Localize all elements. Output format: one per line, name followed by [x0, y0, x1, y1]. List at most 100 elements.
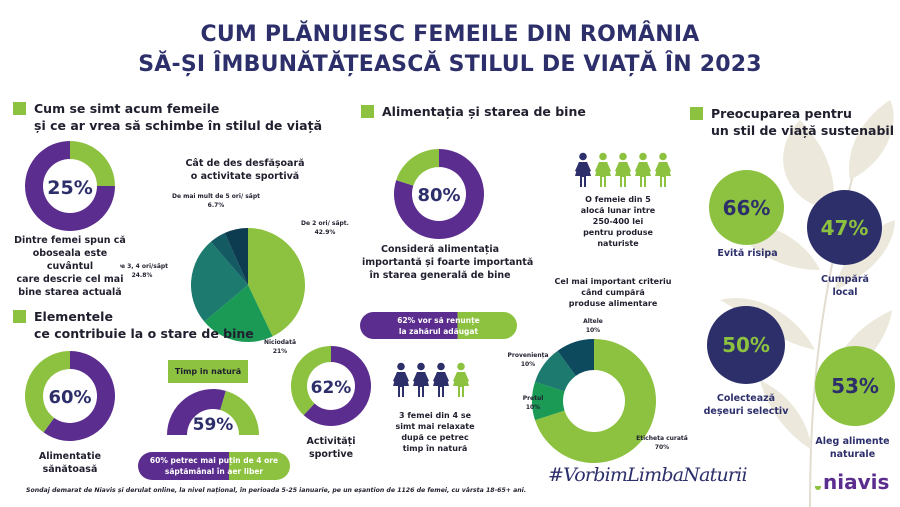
bubble-selective-waste: 50%: [707, 306, 785, 384]
pie-label: De 3, 4 ori/săpt: [120, 263, 168, 270]
donut-chart-purchase-criteria: Eticheta curată 70% Pretul 10% Proveniența 10…: [507, 318, 688, 463]
section-heading-wellbeing-elements: Elementele ce contribuie la o stare de b…: [13, 308, 254, 342]
woman-icon: [433, 362, 449, 397]
donut-chart-sport-activities: 62%: [291, 346, 371, 426]
title-line-2: SĂ-ȘI ÎMBUNĂTĂȚEASCĂ STILUL DE VIAȚĂ ÎN …: [138, 52, 762, 77]
caption-line: Alimentatie: [38, 451, 102, 462]
pie-slice: [224, 228, 248, 285]
women-icons-relaxed: [392, 362, 470, 398]
bubble-avoid-waste: 66%: [709, 170, 784, 245]
pill-line: la zahărul adăugat: [398, 326, 479, 336]
chart-title-line: produse alimentare: [568, 299, 658, 308]
pie-label: 10%: [586, 327, 600, 334]
caption-line: 250-400 lei: [592, 217, 644, 226]
caption-line: simt mai relaxate: [395, 422, 475, 431]
heading-line: și ce ar vrea să schimbe în stilul de vi…: [34, 118, 323, 133]
caption-line: Colectează: [716, 393, 776, 404]
sport-pie-title: Cât de des desfășoară o activitate sport…: [170, 157, 320, 183]
caption-line: pentru produse: [583, 228, 653, 237]
survey-note: Sondaj demarat de Niavis și derulat onli…: [26, 487, 527, 494]
section-heading-sustainable: Preocuparea pentru un stil de viață sust…: [690, 105, 894, 139]
pill-line: săptămânal în aer liber: [164, 467, 264, 476]
half-donut-segment-purple: [167, 389, 226, 435]
bullet-square-icon: [361, 105, 374, 118]
niavis-logo: niavis: [815, 470, 889, 494]
donut-segment-purple: [303, 346, 371, 426]
donut-value: 25%: [47, 177, 92, 199]
caption-line: după ce petrec: [401, 433, 469, 442]
tiredness-caption: Dintre femei spun că oboseala este cuvân…: [8, 234, 132, 299]
bubble-caption: Aleg alimente naturale: [805, 435, 900, 461]
healthy-food-caption: Alimentatie sănătoasă: [20, 450, 120, 476]
heading-line: Elementele: [34, 309, 113, 324]
pie-label: 21%: [273, 348, 287, 355]
sport-activities-caption: Activități sportive: [291, 435, 371, 461]
caption-line: alocă lunar între: [580, 206, 656, 215]
caption-line: Cumpără: [821, 274, 869, 285]
hashtag: #VorbimLimbaNaturii: [548, 464, 748, 486]
pie-slice: [557, 339, 594, 376]
woman-icon: [635, 152, 651, 187]
sugar-pill: 62% vor să renunțe la zahărul adăugat: [360, 312, 517, 339]
caption-line: local: [832, 287, 858, 298]
woman-icon: [595, 152, 611, 187]
caption-line: naturale: [829, 449, 876, 460]
caption-line: în starea generală de bine: [369, 270, 511, 281]
donut-value: 62%: [311, 378, 352, 398]
caption-line: O femeie din 5: [585, 195, 651, 204]
nature-hours-pill: 60% petrec mai puțin de 4 ore săptămânal…: [138, 452, 290, 480]
pill-line: 62% vor să renunțe: [397, 315, 480, 325]
caption-line: Consideră alimentația: [380, 244, 499, 255]
bubble-natural-food: 53%: [815, 346, 895, 426]
chart-title-line: când cumpără: [581, 288, 645, 297]
woman-icon: [413, 362, 429, 397]
woman-icon: [615, 152, 631, 187]
nature-tag: Timp in natură: [168, 360, 248, 383]
title-line-1: CUM PLĂNUIESC FEMEILE DIN ROMÂNIA: [200, 22, 700, 47]
bullet-square-icon: [690, 107, 703, 120]
brand-name: niavis: [823, 470, 890, 494]
donut-chart-tiredness: 25%: [25, 141, 116, 231]
pie-label: Proveniența: [507, 352, 548, 359]
donut-value: 80%: [417, 185, 460, 206]
heading-line: Cum se simt acum femeile: [34, 101, 220, 116]
pie-label: 42.9%: [315, 229, 336, 236]
caption-line: Aleg alimente: [815, 436, 890, 447]
pie-slice: [535, 350, 576, 392]
caption-line: importantă și foarte importantă: [362, 257, 534, 268]
bubble-caption: Evită risipa: [717, 248, 778, 259]
pie-label: 10%: [526, 404, 540, 411]
pie-label: Pretul: [523, 395, 544, 402]
pie-slice: [191, 241, 248, 322]
donut-segment-green: [291, 346, 331, 416]
donut-chart-healthy-food: 60%: [25, 351, 116, 441]
pie-slice: [248, 228, 305, 337]
donut-segment-green: [396, 149, 439, 186]
chart-title-line: Cel mai important criteriu: [554, 277, 672, 286]
pie-label: De 2 ori/ săpt.: [301, 220, 349, 227]
heading-line: Alimentația și starea de bine: [382, 104, 586, 119]
half-donut-segment-green: [220, 390, 259, 435]
caption-line: oboseala este cuvântul: [32, 248, 108, 272]
donut-value: 60%: [48, 387, 91, 408]
pie-label: 24.8%: [132, 272, 153, 279]
woman-icon: [453, 362, 469, 397]
pie-label: 10%: [521, 361, 535, 368]
woman-icon: [393, 362, 409, 397]
heading-line: un stil de viață sustenabil: [711, 123, 894, 138]
donut-segment-green: [25, 351, 70, 433]
heading-line: ce contribuie la o stare de bine: [34, 326, 254, 341]
pie-label: De mai mult de 5 ori/ săpt: [172, 193, 260, 200]
caption-line: sportive: [308, 449, 354, 460]
section-heading-food-wellbeing: Alimentația și starea de bine: [361, 103, 586, 120]
bubble-caption: Cumpără local: [800, 273, 890, 299]
pie-chart-sport-frequency: De 2 ori/ săpt. 42.9% Niciodată 21% De 3, 4 …: [120, 193, 349, 355]
half-donut-value: 59%: [193, 415, 234, 435]
natural-products-caption: O femeie din 5 alocă lunar între 250-400…: [568, 194, 668, 249]
caption-line: care descrie cel mai: [16, 274, 124, 285]
women-icons-natural-products: [574, 152, 672, 188]
donut-chart-food-importance: 80%: [394, 149, 484, 239]
caption-line: bine starea actuală: [18, 287, 122, 298]
relaxed-caption: 3 femei din 4 se simt mai relaxate după …: [385, 410, 485, 454]
pie-slice: [532, 381, 565, 421]
